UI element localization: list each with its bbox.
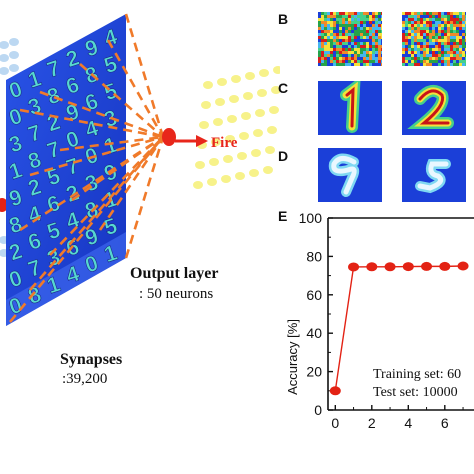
fire-label: Fire [211, 135, 238, 151]
output-neuron [273, 66, 280, 74]
learned-weight-digit-2 [402, 81, 466, 135]
y-tick-label: 0 [314, 402, 322, 418]
output-neuron [231, 75, 241, 83]
output-neuron [217, 78, 227, 86]
output-neuron [237, 152, 247, 160]
output-neuron [229, 95, 239, 103]
synapse-line [19, 108, 164, 139]
synapse-line [79, 63, 164, 138]
output-neuron [259, 69, 269, 77]
output-layer-subtitle: : 50 neurons [139, 286, 214, 302]
output-neuron [257, 89, 267, 97]
output-neuron [201, 101, 211, 109]
accuracy-point [439, 261, 451, 271]
output-neuron [269, 106, 279, 114]
synapses-title: Synapses [60, 351, 123, 368]
output-neuron [243, 92, 253, 100]
synapse-line [124, 136, 165, 259]
output-neuron [221, 175, 231, 183]
chart-ticks: 0 20 40 60 80 100 0 2 4 6 [299, 210, 464, 431]
y-tick-label: 20 [306, 364, 322, 380]
legend-test: Test set: 10000 [373, 385, 458, 400]
output-neuron [253, 129, 263, 137]
output-neuron [203, 81, 213, 89]
panel-letter-d: D [278, 148, 289, 164]
firing-neuron [162, 128, 176, 146]
output-neuron [225, 135, 235, 143]
output-neuron [255, 109, 265, 117]
network-schematic: 0 1 7 2 9 40 3 8 6 8 53 7 2 9 6 51 8 7 0 4 39 2 5 7 0 18 4 6 2 3 92 6 5 4… [0, 13, 280, 326]
initial-weight-map-2 [402, 12, 466, 66]
weight-panel [6, 14, 126, 326]
input-digit-5 [402, 148, 466, 202]
x-tick-label: 2 [368, 415, 376, 431]
output-neuron [241, 112, 251, 120]
output-neuron [195, 161, 205, 169]
accuracy-point [384, 262, 396, 272]
accuracy-point [402, 262, 414, 272]
accuracy-point [457, 261, 469, 271]
output-neuron [265, 146, 275, 154]
accuracy-point [348, 262, 360, 272]
output-neuron [227, 115, 237, 123]
output-neuron [249, 169, 259, 177]
accuracy-point [421, 261, 433, 271]
panel-letter-c: C [278, 80, 289, 96]
output-neuron [207, 178, 217, 186]
panel-letter-b: B [278, 11, 289, 27]
synapse-connections [8, 13, 165, 323]
panel-letter-e: E [278, 208, 288, 224]
y-axis-label: Accuracy [%] [285, 319, 300, 395]
output-neuron [211, 138, 221, 146]
legend-training: Training set: 60 [373, 367, 462, 382]
output-neuron [199, 121, 209, 129]
y-tick-label: 100 [299, 210, 323, 226]
synapse-line [29, 136, 164, 291]
y-tick-label: 60 [306, 287, 322, 303]
input-digit-9 [318, 148, 382, 202]
synapses-subtitle: :39,200 [62, 371, 108, 387]
output-neurons [193, 66, 280, 189]
synapse-line [49, 136, 164, 256]
output-layer-title: Output layer [130, 265, 219, 282]
accuracy-point [329, 386, 341, 396]
learned-weight-digit-1 [318, 81, 382, 135]
synapse-line [39, 90, 164, 139]
output-neuron [263, 166, 273, 174]
x-tick-label: 4 [404, 415, 412, 431]
fire-arrow-head [196, 135, 208, 147]
output-neuron [223, 155, 233, 163]
output-neuron [271, 86, 280, 94]
x-tick-label: 0 [331, 415, 339, 431]
initial-weight-map-1 [318, 12, 382, 66]
accuracy-point [366, 262, 378, 272]
output-neuron [251, 149, 261, 157]
synapse-line [124, 13, 165, 138]
synapse-line [106, 39, 165, 138]
output-neuron [193, 181, 203, 189]
synapse-line [59, 135, 164, 152]
synapse-line [29, 135, 164, 177]
output-neuron [213, 118, 223, 126]
y-tick-label: 40 [306, 325, 322, 341]
output-neuron [267, 126, 277, 134]
output-neuron [245, 72, 255, 80]
accuracy-series [329, 261, 469, 396]
accuracy-chart: 0 20 40 60 80 100 0 2 4 6 Accuracy [%] [285, 210, 474, 431]
output-neuron [209, 158, 219, 166]
output-neuron [215, 98, 225, 106]
synapse-line [8, 136, 165, 323]
output-neuron [239, 132, 249, 140]
synapse-line [98, 136, 165, 231]
output-neuron [235, 172, 245, 180]
x-tick-label: 6 [441, 415, 449, 431]
synapse-line [19, 135, 164, 232]
y-tick-label: 80 [306, 248, 322, 264]
